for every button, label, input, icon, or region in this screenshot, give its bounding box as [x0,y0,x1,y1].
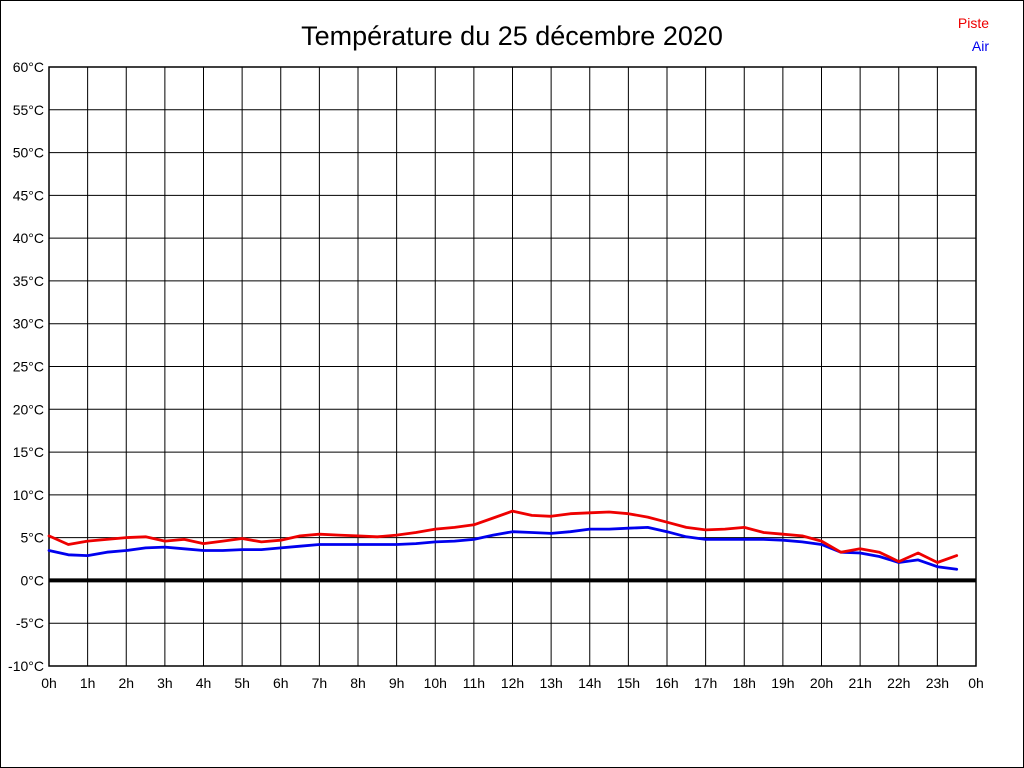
y-tick-label: 0°C [21,572,45,588]
plot-border [48,66,977,667]
x-tick-label: 4h [196,675,212,691]
x-axis-labels: 0h 1h 2h 3h 4h 5h 6h 7h 8h 9h 10h 11h 12h 13h 14h 15h 16… [41,675,984,691]
series-line-piste [47,509,959,564]
y-tick-label: 10°C [13,487,44,503]
y-axis-labels: 60°C 55°C 50°C 45°C 40°C 35°C 30°C 25°C 20°C 15°C… [8,59,44,674]
y-tick-label: 30°C [13,316,44,332]
y-tick-label: 20°C [13,401,44,417]
x-tick-label: 5h [234,675,250,691]
x-tick-label: 20h [810,675,833,691]
x-tick-label: 16h [655,675,678,691]
y-tick-label: -5°C [16,615,44,631]
x-tick-label: 17h [694,675,717,691]
x-tick-label: 10h [424,675,447,691]
y-tick-label: 50°C [13,145,44,161]
x-tick-label: 6h [273,675,289,691]
grid [48,66,977,667]
x-tick-label: 22h [887,675,910,691]
x-tick-label: 8h [350,675,366,691]
y-tick-label: 45°C [13,187,44,203]
y-tick-label: 35°C [13,273,44,289]
y-tick-label: 40°C [13,230,44,246]
x-tick-label: 14h [578,675,601,691]
y-tick-label: 55°C [13,102,44,118]
series-line-air [47,526,959,571]
x-tick-label: 11h [463,675,485,691]
y-tick-label: 25°C [13,359,44,375]
x-tick-label: 3h [157,675,173,691]
x-tick-label: 12h [501,675,524,691]
x-tick-label: 0h [41,675,57,691]
x-tick-label: 7h [312,675,328,691]
x-tick-label: 0h [968,675,984,691]
chart-title: Température du 25 décembre 2020 [301,21,723,51]
x-tick-label: 23h [926,675,949,691]
y-tick-label: 15°C [13,444,44,460]
x-tick-label: 13h [539,675,562,691]
x-tick-label: 15h [617,675,640,691]
x-tick-label: 19h [771,675,794,691]
legend-item-piste: Piste [957,15,989,31]
x-tick-label: 2h [118,675,134,691]
x-tick-label: 9h [389,675,405,691]
x-tick-label: 1h [80,675,96,691]
x-tick-label: 18h [733,675,756,691]
y-tick-label: 5°C [21,530,45,546]
legend: Piste Air [958,12,989,58]
x-tick-label: 21h [848,675,871,691]
y-tick-label: 60°C [13,59,44,75]
y-tick-label: -10°C [8,658,44,674]
legend-item-air: Air [971,38,989,54]
